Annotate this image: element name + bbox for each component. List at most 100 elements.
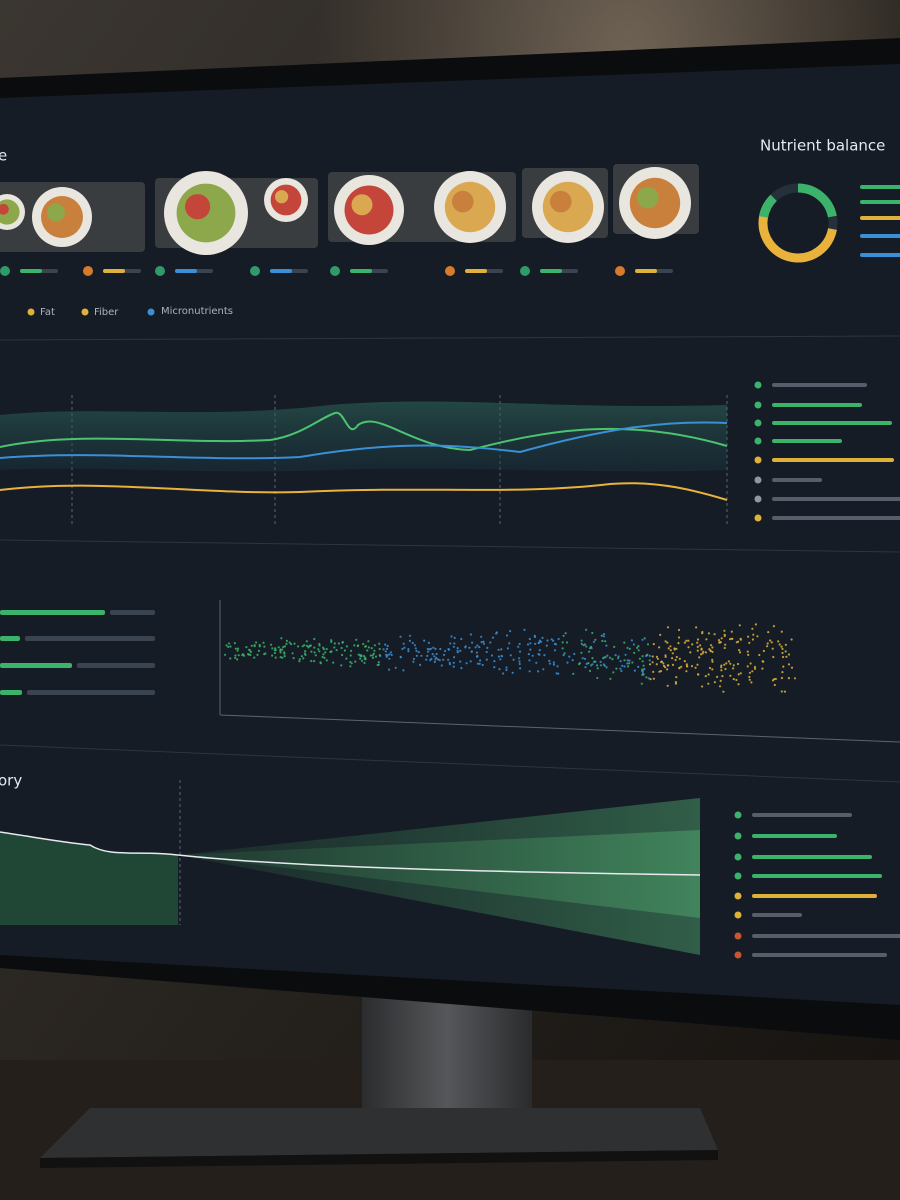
base-edge [40, 1150, 718, 1168]
scatter-dot [420, 654, 423, 657]
scatter-dot [596, 676, 599, 680]
scatter-dot [426, 647, 429, 651]
scatter-dot [357, 653, 360, 656]
scatter-dot [633, 669, 637, 672]
scatter-dot [601, 639, 604, 643]
scatter-dot [388, 657, 391, 660]
scatter-dot [580, 639, 583, 642]
scatter-dot [415, 649, 418, 653]
scatter-dot [369, 654, 372, 657]
scatter-dot [372, 652, 375, 655]
scatter-dot [518, 657, 521, 660]
legend-bar [752, 874, 882, 878]
scatter-dot [675, 676, 678, 679]
scatter-dot [696, 638, 700, 641]
scatter-dot [674, 682, 678, 685]
screen [0, 64, 900, 1005]
scatter-dot [385, 647, 389, 651]
legend-bar [772, 497, 900, 501]
scatter-dot [784, 650, 787, 653]
scatter-dot [545, 644, 548, 647]
scatter-dot [479, 659, 482, 662]
scatter-dot [535, 661, 538, 664]
scatter-dot [594, 638, 597, 641]
legend-dot [734, 951, 742, 959]
scatter-dot [485, 650, 488, 654]
scatter-dot [729, 674, 732, 677]
scatter-dot [687, 639, 690, 642]
legend-bar [752, 834, 837, 838]
scatter-dot [529, 648, 532, 651]
scatter-dot [271, 654, 274, 657]
scatter-dot [533, 635, 537, 639]
scatter-dot [699, 644, 702, 647]
scatter-dot [675, 647, 678, 650]
scatter-dot [528, 670, 531, 673]
scatter-dot [241, 654, 244, 657]
scatter-dot [648, 663, 652, 666]
scatter-dot [771, 647, 774, 650]
scatter-dot [640, 682, 643, 685]
scatter-dot [263, 645, 266, 648]
scatter-dot [234, 647, 237, 650]
scatter-dot [562, 634, 565, 637]
panel-title: Nutrient balance [760, 137, 885, 155]
scatter-dot [449, 642, 452, 645]
scatter-dot [630, 639, 634, 642]
balance-bar [860, 200, 900, 204]
scatter-dot [482, 640, 485, 643]
scatter-dot [658, 646, 661, 649]
scatter-dot [505, 634, 509, 637]
legend-bar [772, 383, 867, 387]
scatter-dot [402, 669, 405, 672]
scatter-dot [321, 655, 324, 659]
scatter-dot [790, 666, 794, 669]
scatter-dot [300, 655, 303, 658]
scatter-dot [335, 649, 338, 652]
scatter-dot [456, 651, 459, 654]
scatter-dot [505, 666, 508, 669]
meta-bar [103, 269, 125, 273]
panel-title: ory [0, 772, 22, 790]
scatter-dot [349, 654, 352, 657]
scatter-dot [509, 654, 512, 657]
scatter-dot [546, 639, 549, 642]
scatter-dot [433, 660, 436, 664]
scatter-dot [431, 653, 434, 656]
scatter-dot [717, 639, 721, 642]
scatter-dot [434, 658, 437, 661]
scatter-dot [452, 665, 455, 668]
scatter-dot [637, 665, 640, 669]
scatter-dot [641, 660, 644, 663]
scatter-dot [499, 658, 502, 661]
scatter-dot [751, 627, 754, 630]
scatter-dot [571, 659, 574, 662]
scatter-dot [373, 649, 376, 652]
scatter-dot [370, 647, 373, 650]
legend-dot [734, 911, 742, 919]
legend-bar [772, 458, 894, 462]
scatter-dot [664, 654, 667, 657]
scatter-dot [735, 678, 738, 682]
scatter-dot [561, 647, 564, 650]
meta-icon [250, 266, 260, 276]
scatter-dot [292, 657, 295, 660]
scatter-dot [253, 645, 256, 648]
scatter-dot [382, 648, 385, 651]
scatter-dot [750, 681, 753, 684]
scatter-dot [236, 649, 239, 652]
scatter-dot [723, 663, 726, 666]
scatter-dot [318, 650, 321, 653]
legend-bar [772, 421, 892, 425]
scatter-dot [285, 639, 288, 643]
scatter-dot [534, 642, 537, 646]
scatter-dot [566, 641, 569, 644]
scatter-dot [751, 638, 755, 641]
scatter-dot [557, 637, 560, 641]
meta-bar [270, 269, 292, 273]
scatter-dot [486, 646, 489, 650]
scatter-dot [281, 656, 284, 659]
scatter-dot [780, 630, 783, 633]
scatter-dot [596, 667, 599, 670]
scatter-dot [787, 653, 791, 656]
